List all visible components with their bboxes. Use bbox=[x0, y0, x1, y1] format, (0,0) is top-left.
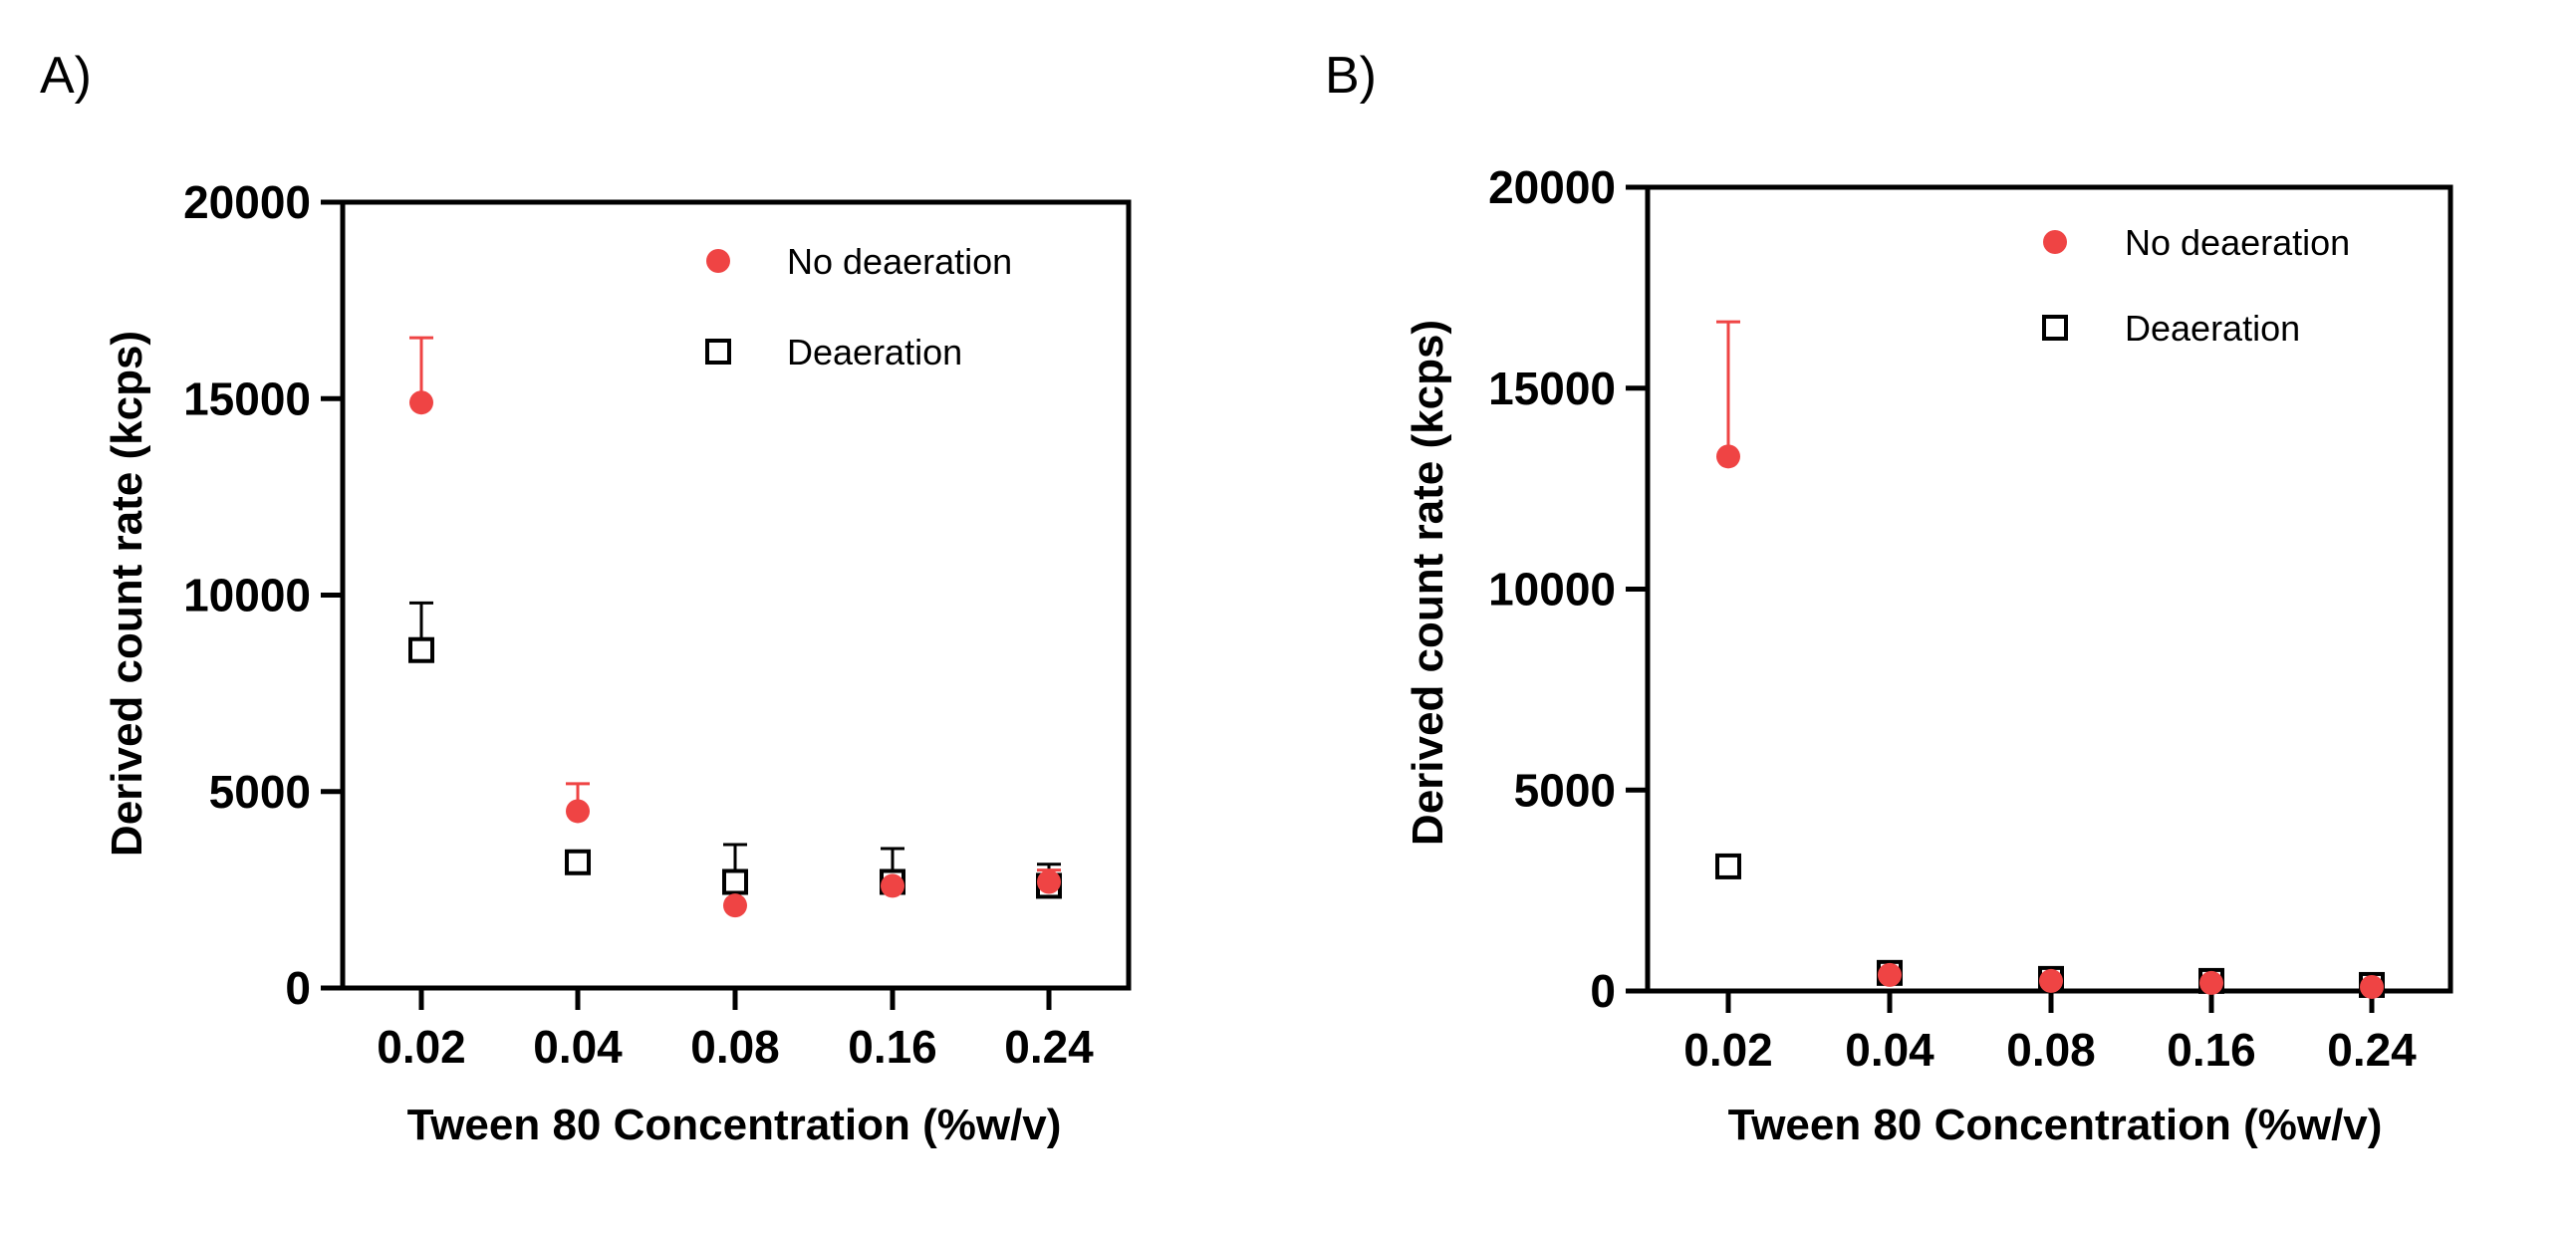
y-tick-label-b-0: 0 bbox=[1590, 965, 1616, 1017]
data-point-deaeration-a-1 bbox=[565, 849, 591, 875]
legend-label-no-deaeration-a: No deaeration bbox=[787, 241, 1012, 282]
y-axis-title-a: Derived count rate (kcps) bbox=[103, 331, 151, 857]
x-tick-label-a-4: 0.24 bbox=[1004, 1021, 1094, 1073]
legend-marker-deaeration-b bbox=[2042, 315, 2068, 341]
data-point-deaeration-a-0 bbox=[408, 636, 434, 663]
panel-label-a: A) bbox=[40, 47, 92, 105]
legend-label-no-deaeration-b: No deaeration bbox=[2125, 222, 2350, 263]
data-point-no-deaeration-a-1 bbox=[566, 799, 590, 824]
y-tick-label-a-2: 10000 bbox=[183, 570, 311, 621]
plot-frame-b bbox=[1645, 184, 2453, 994]
legend-label-deaeration-a: Deaeration bbox=[787, 332, 962, 372]
x-tick-label-b-4: 0.24 bbox=[2327, 1024, 2417, 1076]
x-tick-label-a-3: 0.16 bbox=[848, 1021, 937, 1073]
y-tick-label-b-2: 10000 bbox=[1488, 564, 1616, 616]
legend-a: No deaeration Deaeration bbox=[705, 241, 1012, 372]
y-tick-label-a-3: 15000 bbox=[183, 372, 311, 424]
legend-marker-no-deaeration-a bbox=[706, 249, 730, 273]
y-tick-label-b-4: 20000 bbox=[1488, 161, 1616, 213]
data-point-deaeration-a-2 bbox=[722, 868, 748, 895]
y-tick-label-b-3: 15000 bbox=[1488, 363, 1616, 414]
x-tick-label-b-0: 0.02 bbox=[1683, 1024, 1773, 1076]
y-axis-title-b: Derived count rate (kcps) bbox=[1404, 320, 1452, 846]
plot-area-a: 0 5000 10000 15000 20000 0.02 0.04 0.08 0.16 0.24… bbox=[183, 176, 1132, 1073]
x-tick-label-b-2: 0.08 bbox=[2006, 1024, 2096, 1076]
legend-marker-deaeration-a bbox=[705, 339, 731, 365]
data-point-no-deaeration-b-4 bbox=[2360, 974, 2384, 999]
x-tick-label-a-1: 0.04 bbox=[533, 1021, 623, 1073]
data-point-deaeration-b-0 bbox=[1715, 853, 1741, 879]
plot-area-b: 0 5000 10000 15000 20000 0.02 0.04 0.08 0.16 0.24… bbox=[1488, 161, 2453, 1076]
legend-label-deaeration-b: Deaeration bbox=[2125, 308, 2300, 349]
x-tick-label-a-0: 0.02 bbox=[377, 1021, 466, 1073]
data-point-no-deaeration-b-1 bbox=[1878, 962, 1902, 987]
data-point-no-deaeration-a-2 bbox=[723, 893, 747, 918]
legend-b: No deaeration Deaeration bbox=[2042, 222, 2350, 349]
data-point-no-deaeration-b-3 bbox=[2199, 970, 2223, 995]
x-axis-title-a: Tween 80 Concentration (%w/v) bbox=[407, 1101, 1062, 1149]
panel-label-b: B) bbox=[1325, 47, 1377, 105]
data-point-no-deaeration-a-3 bbox=[881, 873, 904, 898]
y-tick-label-a-4: 20000 bbox=[183, 176, 311, 228]
x-tick-label-b-3: 0.16 bbox=[2167, 1024, 2256, 1076]
data-point-no-deaeration-a-4 bbox=[1037, 869, 1061, 894]
y-tick-label-a-0: 0 bbox=[285, 962, 311, 1014]
y-tick-label-a-1: 5000 bbox=[209, 766, 311, 818]
y-tick-label-b-1: 5000 bbox=[1514, 764, 1616, 816]
data-point-no-deaeration-a-0 bbox=[409, 390, 433, 415]
data-point-no-deaeration-b-0 bbox=[1716, 444, 1740, 469]
data-point-no-deaeration-b-2 bbox=[2039, 968, 2063, 993]
x-axis-title-b: Tween 80 Concentration (%w/v) bbox=[1728, 1101, 2383, 1149]
x-tick-label-a-2: 0.08 bbox=[690, 1021, 780, 1073]
legend-marker-no-deaeration-b bbox=[2043, 230, 2067, 254]
x-tick-label-b-1: 0.04 bbox=[1845, 1024, 1934, 1076]
